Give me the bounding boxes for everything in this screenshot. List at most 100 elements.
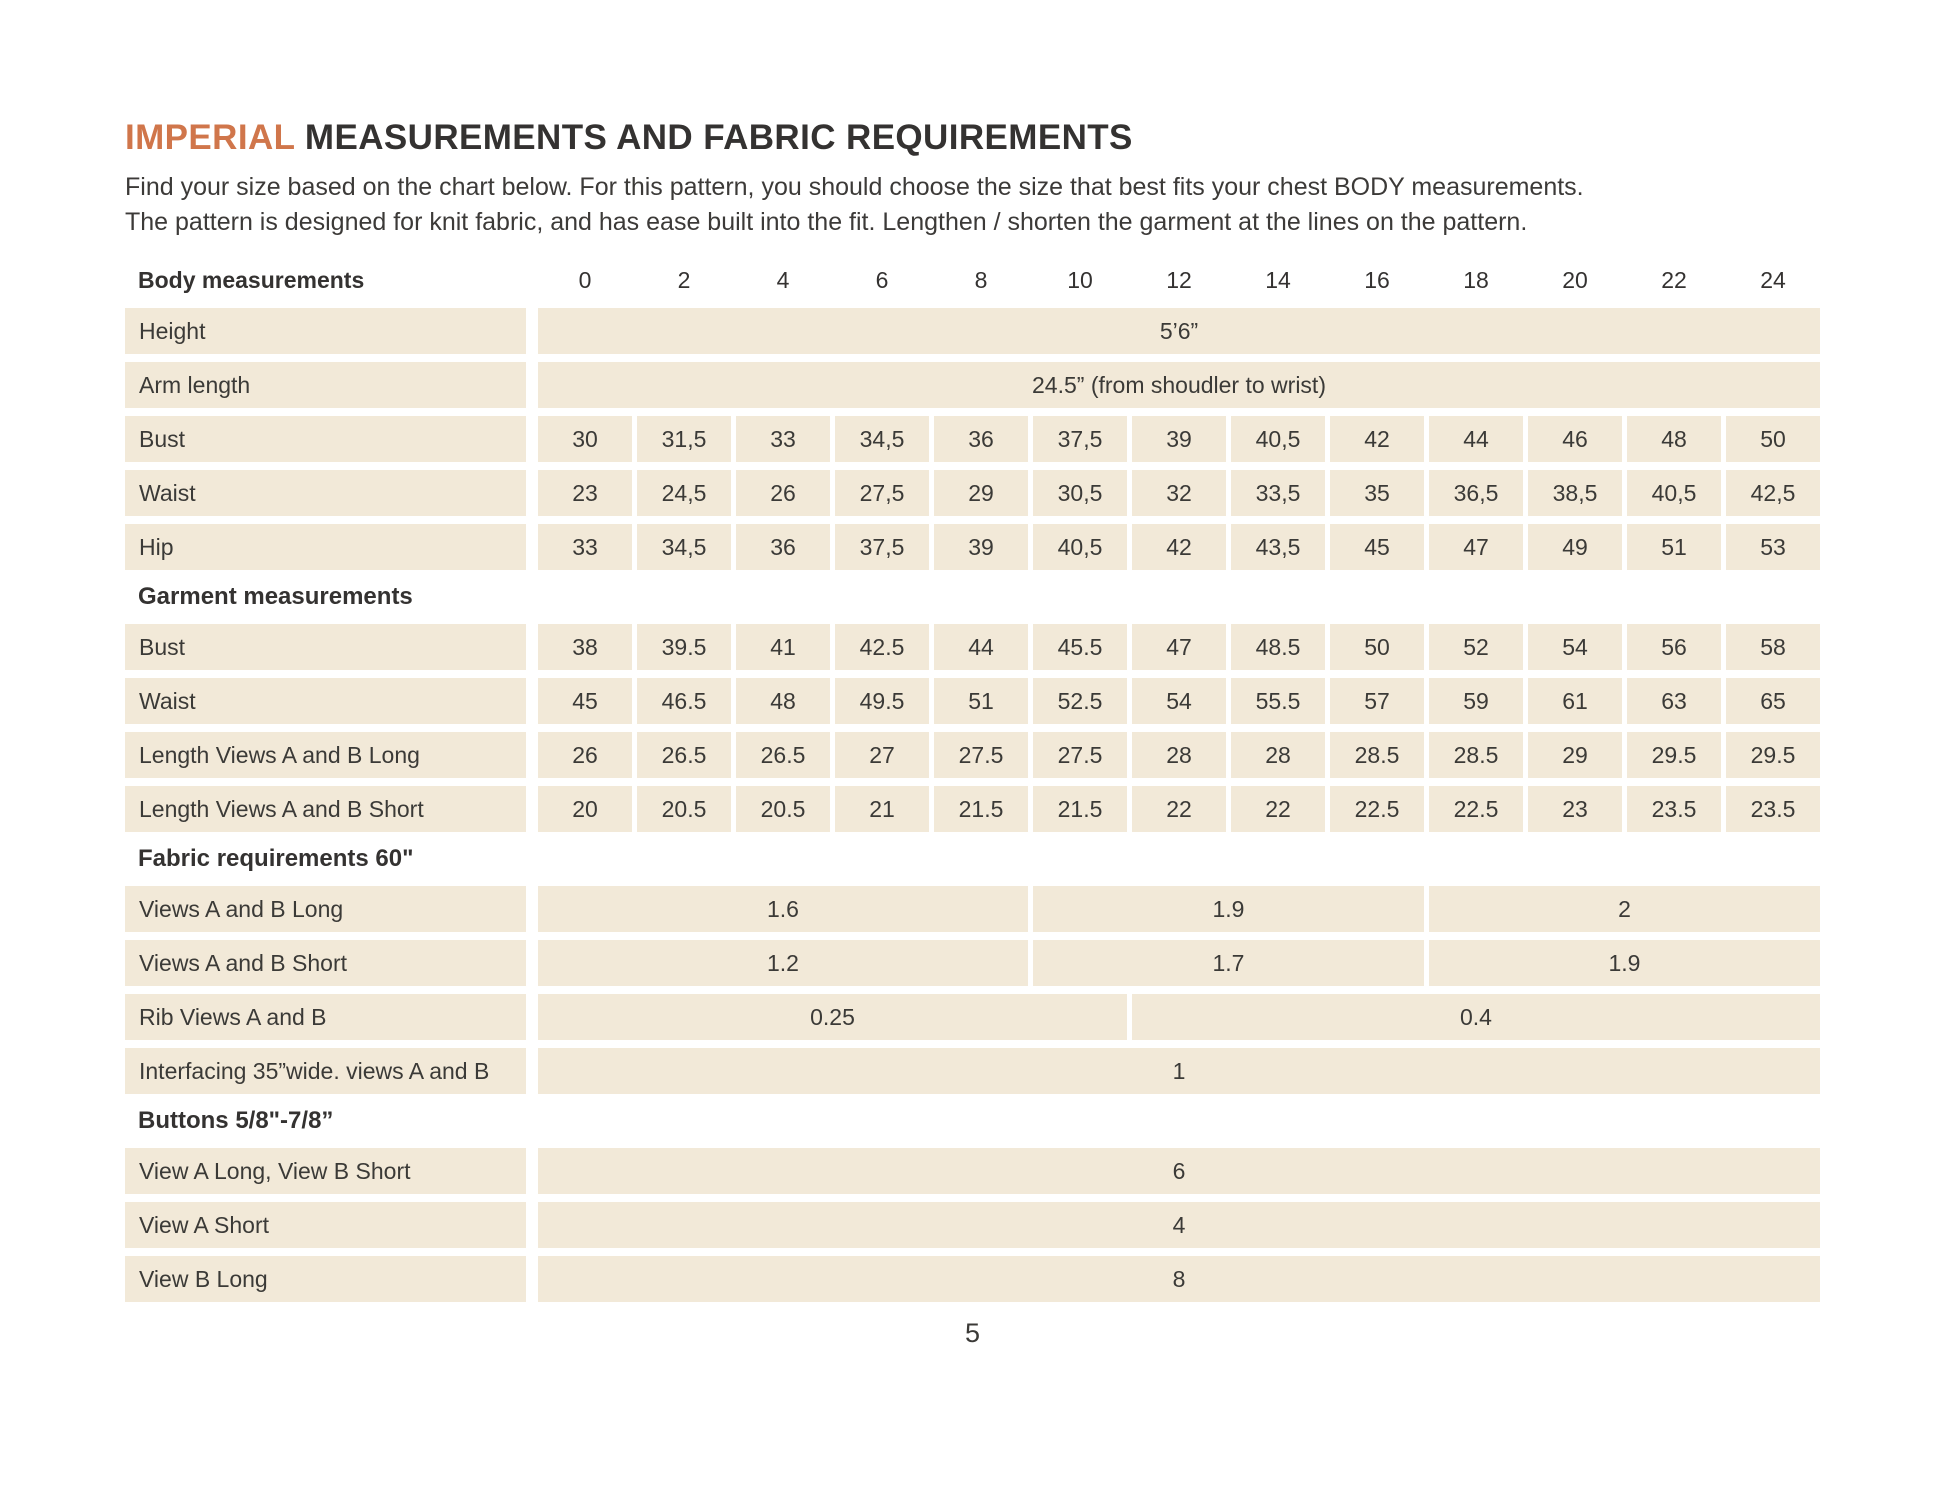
table-cell: 38,5 xyxy=(1528,470,1622,516)
row-label: Length Views A and B Long xyxy=(125,732,526,778)
table-row: Waist 23 24,5 26 27,5 29 30,5 32 33,5 35 36,5 38,5 4… xyxy=(125,470,1820,516)
table-cell: 30 xyxy=(538,416,632,462)
table-cell: 49 xyxy=(1528,524,1622,570)
table-cell: 52.5 xyxy=(1033,678,1127,724)
page-title-highlight: IMPERIAL xyxy=(125,118,295,157)
table-cell: 22.5 xyxy=(1330,786,1424,832)
section-heading: Fabric requirements 60" xyxy=(138,845,414,872)
size-column-header: 0 xyxy=(578,266,592,293)
row-label: Rib Views A and B xyxy=(125,994,526,1040)
table-cell: 44 xyxy=(1429,416,1523,462)
table-cell: 1.7 xyxy=(1033,940,1424,986)
row-label: Waist xyxy=(125,678,526,724)
table-cell: 42.5 xyxy=(835,624,929,670)
table-cell: 51 xyxy=(934,678,1028,724)
table-row: Arm length 24.5” (from shoudler to wrist) xyxy=(125,362,1820,408)
row-label: Hip xyxy=(125,524,526,570)
table-row: Bust 30 31,5 33 34,5 36 37,5 39 40,5 42 44 46 48 50 xyxy=(125,416,1820,462)
table-row: View B Long 8 xyxy=(125,1256,1820,1302)
table-cell: 63 xyxy=(1627,678,1721,724)
table-row: Length Views A and B Long 26 26.5 26.5 27 27.… xyxy=(125,732,1820,778)
size-column-header: 6 xyxy=(875,266,889,293)
table-cell: 28 xyxy=(1132,732,1226,778)
intro-text: Find your size based on the chart below.… xyxy=(125,170,1820,240)
table-cell: 47 xyxy=(1429,524,1523,570)
table-cell: 1 xyxy=(538,1048,1820,1094)
section-heading: Garment measurements xyxy=(138,583,413,610)
table-cell: 47 xyxy=(1132,624,1226,670)
table-cell: 21.5 xyxy=(1033,786,1127,832)
table-row: Length Views A and B Short 20 20.5 20.5 21 21… xyxy=(125,786,1820,832)
size-column-header: 8 xyxy=(974,266,988,293)
table-cell: 22 xyxy=(1231,786,1325,832)
table-cell: 34,5 xyxy=(637,524,731,570)
size-column-header: 22 xyxy=(1661,266,1687,293)
row-label: Views A and B Long xyxy=(125,886,526,932)
table-cell: 23 xyxy=(1528,786,1622,832)
table-cell: 1.9 xyxy=(1429,940,1820,986)
table-cell: 49.5 xyxy=(835,678,929,724)
table-cell: 0.4 xyxy=(1132,994,1820,1040)
table-cell: 56 xyxy=(1627,624,1721,670)
table-cell: 43,5 xyxy=(1231,524,1325,570)
table-cell: 24,5 xyxy=(637,470,731,516)
table-cell: 29 xyxy=(934,470,1028,516)
table-cell: 1.9 xyxy=(1033,886,1424,932)
table-row: Hip 33 34,5 36 37,5 39 40,5 42 43,5 45 47 49 51 53 xyxy=(125,524,1820,570)
table-cell: 55.5 xyxy=(1231,678,1325,724)
size-column-header: 10 xyxy=(1067,266,1093,293)
row-label: Bust xyxy=(125,624,526,670)
table-cell: 26.5 xyxy=(736,732,830,778)
table-cell: 50 xyxy=(1330,624,1424,670)
table-cell: 39.5 xyxy=(637,624,731,670)
table-cell: 30,5 xyxy=(1033,470,1127,516)
table-cell: 45.5 xyxy=(1033,624,1127,670)
table-cell: 48 xyxy=(1627,416,1721,462)
table-cell: 24.5” (from shoudler to wrist) xyxy=(538,362,1820,408)
size-column-header: 18 xyxy=(1463,266,1489,293)
document-page: IMPERIAL MEASUREMENTS AND FABRIC REQUIRE… xyxy=(0,116,1946,1349)
table-cell: 26 xyxy=(538,732,632,778)
row-label: Bust xyxy=(125,416,526,462)
table-cell: 2 xyxy=(1429,886,1820,932)
table-cell: 21 xyxy=(835,786,929,832)
table-cell: 51 xyxy=(1627,524,1721,570)
row-label: Interfacing 35”wide. views A and B xyxy=(125,1048,526,1094)
table-cell: 42,5 xyxy=(1726,470,1820,516)
size-column-header: 20 xyxy=(1562,266,1588,293)
table-cell: 33 xyxy=(736,416,830,462)
table-row: Rib Views A and B 0.25 0.4 xyxy=(125,994,1820,1040)
table-cell: 40,5 xyxy=(1231,416,1325,462)
table-cell: 61 xyxy=(1528,678,1622,724)
table-cell: 45 xyxy=(538,678,632,724)
table-cell: 26 xyxy=(736,470,830,516)
table-cell: 54 xyxy=(1528,624,1622,670)
table-row: View A Short 4 xyxy=(125,1202,1820,1248)
row-label: View B Long xyxy=(125,1256,526,1302)
table-cell: 22.5 xyxy=(1429,786,1523,832)
table-cell: 41 xyxy=(736,624,830,670)
table-cell: 65 xyxy=(1726,678,1820,724)
table-cell: 48 xyxy=(736,678,830,724)
table-cell: 29.5 xyxy=(1627,732,1721,778)
table-cell: 27 xyxy=(835,732,929,778)
table-cell: 54 xyxy=(1132,678,1226,724)
row-label: Arm length xyxy=(125,362,526,408)
table-cell: 4 xyxy=(538,1202,1820,1248)
table-cell: 58 xyxy=(1726,624,1820,670)
table-cell: 23 xyxy=(538,470,632,516)
table-cell: 42 xyxy=(1132,524,1226,570)
table-cell: 1.2 xyxy=(538,940,1028,986)
row-label: View A Short xyxy=(125,1202,526,1248)
table-cell: 44 xyxy=(934,624,1028,670)
page-title-rest: MEASUREMENTS AND FABRIC REQUIREMENTS xyxy=(304,118,1133,157)
table-header-label: Body measurements xyxy=(138,266,365,293)
size-column-header: 24 xyxy=(1760,266,1786,293)
table-cell: 5’6” xyxy=(538,308,1820,354)
table-row: Bust 38 39.5 41 42.5 44 45.5 47 48.5 50 52 54 56 58 xyxy=(125,624,1820,670)
table-cell: 23.5 xyxy=(1627,786,1721,832)
table-cell: 21.5 xyxy=(934,786,1028,832)
table-row: Waist 45 46.5 48 49.5 51 52.5 54 55.5 57 59 61 63 65 xyxy=(125,678,1820,724)
intro-line-2: The pattern is designed for knit fabric,… xyxy=(125,208,1528,236)
page-title: IMPERIAL MEASUREMENTS AND FABRIC REQUIRE… xyxy=(125,116,1820,160)
